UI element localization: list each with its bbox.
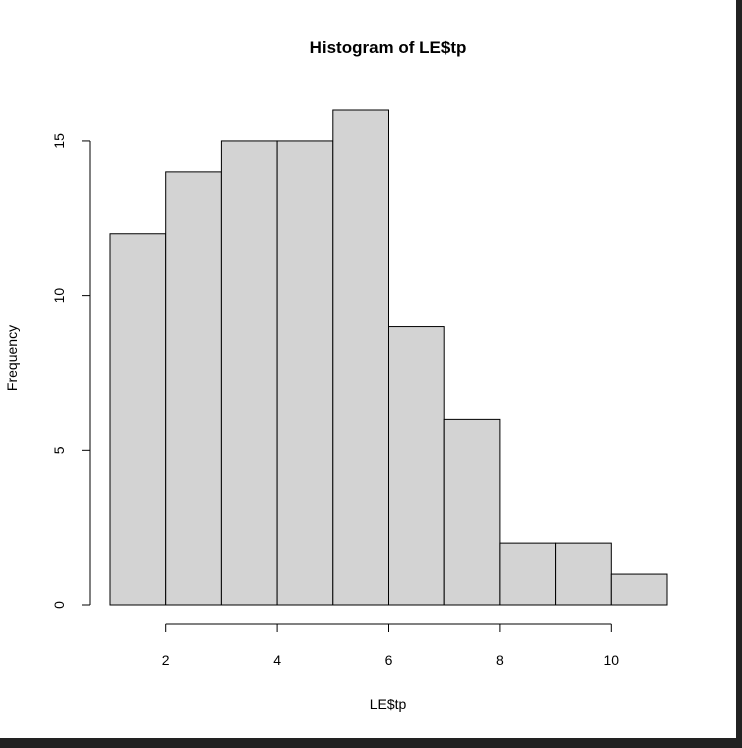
- chart-title: Histogram of LE$tp: [310, 38, 467, 57]
- y-axis: 0 5 10 15: [51, 133, 91, 609]
- x-axis-label: LE$tp: [370, 696, 407, 712]
- histogram-bar-3: [220, 140, 278, 606]
- x-tick-label-6: 6: [385, 652, 393, 668]
- y-tick-label-0: 0: [51, 601, 67, 609]
- histogram-bar-7: [443, 418, 501, 606]
- y-axis-label: Frequency: [4, 325, 20, 391]
- histogram-bar-1: [109, 233, 167, 606]
- histogram-bar-10: [610, 573, 668, 606]
- x-tick-label-8: 8: [496, 652, 504, 668]
- x-tick-label-10: 10: [604, 652, 620, 668]
- histogram-chart: Histogram of LE$tp LE$tp Frequency 2 4 6 8 1…: [4, 38, 668, 712]
- bars-group: [109, 109, 668, 606]
- x-tick-label-2: 2: [162, 652, 170, 668]
- x-axis: 2 4 6 8 10: [162, 623, 620, 668]
- window-border-bottom: [0, 738, 742, 748]
- y-tick-label-15: 15: [51, 133, 67, 149]
- window-border-right: [736, 0, 742, 748]
- plot-frame: Histogram of LE$tp LE$tp Frequency 2 4 6 8 1…: [0, 0, 736, 738]
- y-tick-label-10: 10: [51, 288, 67, 304]
- y-tick-label-5: 5: [51, 446, 67, 454]
- histogram-bar-2: [165, 171, 222, 606]
- histogram-bar-4: [276, 140, 334, 606]
- histogram-bar-6: [388, 326, 445, 606]
- x-tick-label-4: 4: [273, 652, 281, 668]
- histogram-bar-8: [499, 542, 557, 606]
- histogram-bar-9: [555, 542, 612, 606]
- histogram-bar-5: [332, 109, 389, 606]
